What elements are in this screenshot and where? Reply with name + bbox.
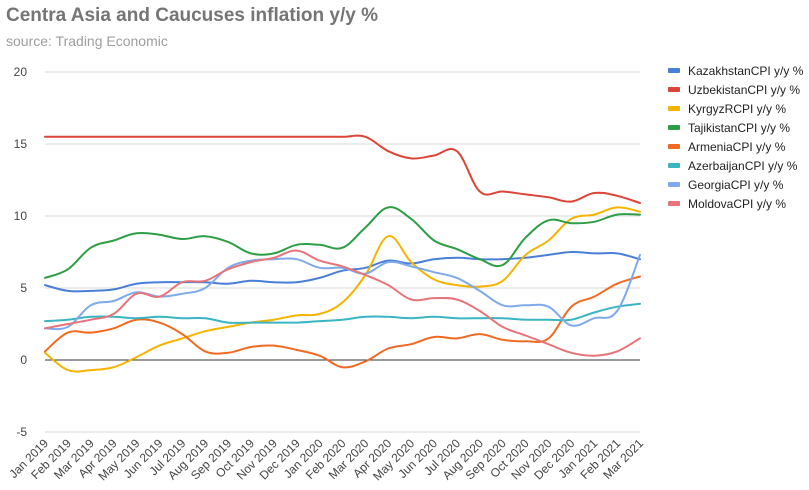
legend: KazakhstanCPI y/y % UzbekistanCPI y/y % Ky… <box>668 64 804 211</box>
legend-label: KyrgyzRCPI y/y % <box>688 102 786 116</box>
y-tick-label: 0 <box>20 353 27 367</box>
legend-swatch <box>668 182 680 187</box>
grid-lines <box>45 71 640 433</box>
legend-swatch <box>668 106 680 111</box>
series-line-kazakhstancpi-y-y <box>44 250 641 293</box>
legend-label: ArmeniaCPI y/y % <box>688 140 786 154</box>
y-tick-label: 15 <box>14 137 28 151</box>
legend-swatch <box>668 144 680 149</box>
legend-label: TajikistanCPI y/y % <box>688 121 790 135</box>
series-lines <box>44 134 641 373</box>
y-axis-ticks: -5 0 5 10 15 20 <box>14 65 28 439</box>
legend-label: AzerbaijanCPI y/y % <box>688 159 798 173</box>
series-line-armeniacpi-y-y <box>44 275 641 369</box>
series-line-uzbekistancpi-y-y <box>44 134 641 204</box>
chart-subtitle: source: Trading Economic <box>6 33 168 49</box>
y-tick-label: 10 <box>14 209 28 223</box>
legend-swatch <box>668 68 680 73</box>
legend-label: UzbekistanCPI y/y % <box>688 83 800 97</box>
y-tick-label: -5 <box>16 425 27 439</box>
series-line-moldovacpi-y-y <box>44 249 641 357</box>
legend-label: GeorgiaCPI y/y % <box>688 178 784 192</box>
y-tick-label: 5 <box>20 281 27 295</box>
series-line-kyrgyzrcpi-y-y <box>44 206 641 373</box>
legend-swatch <box>668 87 680 92</box>
legend-swatch <box>668 163 680 168</box>
series-line-azerbaijancpi-y-y <box>44 302 641 324</box>
legend-label: KazakhstanCPI y/y % <box>688 64 804 78</box>
chart-title: Centra Asia and Caucuses inflation y/y % <box>6 5 379 26</box>
series-line-tajikistancpi-y-y <box>44 206 641 279</box>
legend-swatch <box>668 201 680 206</box>
legend-label: MoldovaCPI y/y % <box>688 197 786 211</box>
legend-swatch <box>668 125 680 130</box>
y-tick-label: 20 <box>14 65 28 79</box>
